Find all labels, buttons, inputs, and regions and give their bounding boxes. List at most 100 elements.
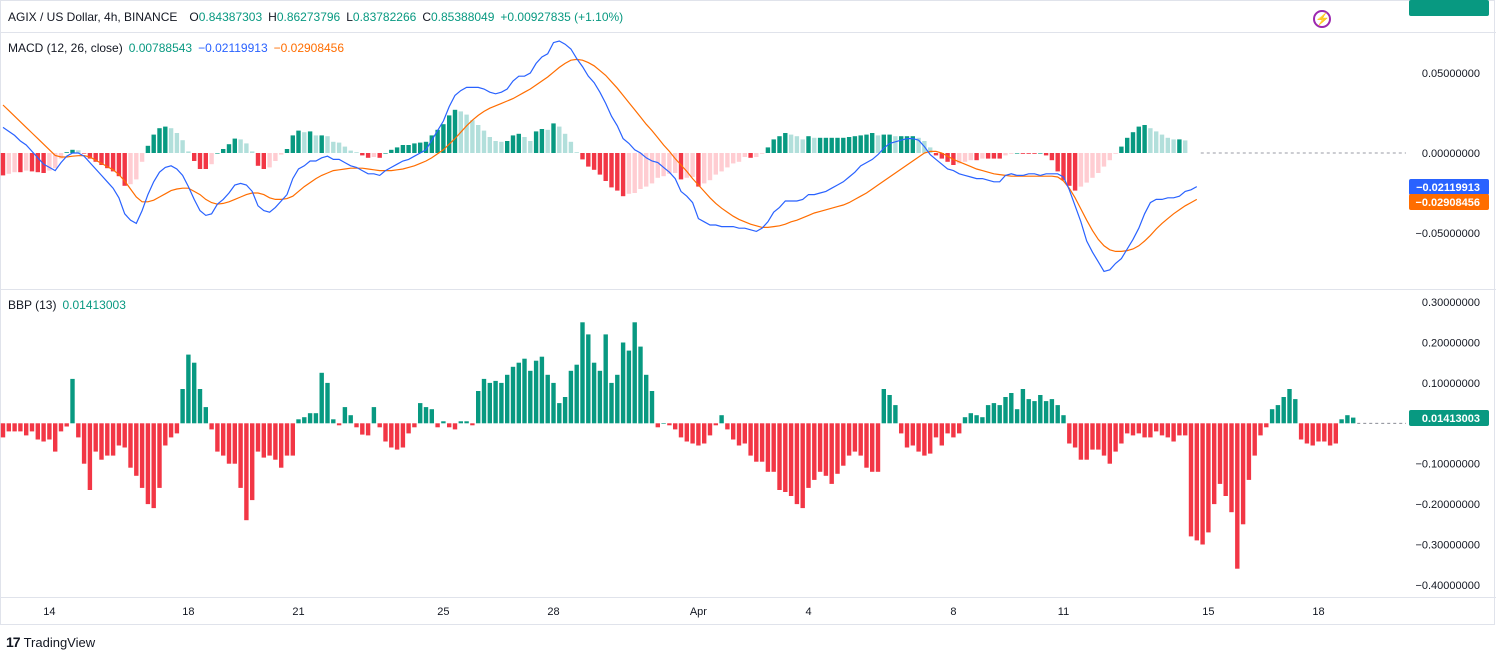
macd-histogram-bar	[528, 141, 533, 153]
macd-histogram-bar	[406, 145, 411, 153]
bbp-bar	[1223, 423, 1228, 496]
bbp-bar	[1217, 423, 1223, 484]
symbol-title[interactable]: AGIX / US Dollar, 4h, BINANCE	[8, 10, 178, 24]
bbp-bar	[319, 372, 324, 424]
time-axis[interactable]: 14 18 21 25 28 Apr 4 8 11 15 18	[43, 606, 1324, 618]
macd-histogram-bar	[991, 153, 997, 159]
bbp-bar	[1072, 423, 1078, 448]
macd-histogram-bar	[1067, 153, 1072, 186]
macd-histogram-bar	[783, 133, 788, 153]
bbp-bar	[168, 423, 174, 438]
macd-histogram-bar	[742, 153, 747, 157]
bbp-bar	[174, 423, 180, 434]
bbp-bar	[197, 389, 203, 424]
macd-histogram-bar	[1125, 137, 1130, 153]
bbp-bar	[1177, 423, 1182, 436]
bbp-bar	[1188, 423, 1194, 537]
macd-histogram-bar	[516, 133, 521, 153]
bbp-bar	[644, 374, 649, 424]
x-tick-label: 18	[182, 606, 194, 618]
lightning-icon[interactable]: ⚡	[1313, 10, 1331, 28]
bbp-bar	[273, 423, 278, 460]
macd-histogram-bar	[279, 153, 284, 155]
macd-histogram-bar	[29, 153, 35, 172]
macd-histogram-bar	[794, 136, 800, 153]
bbp-bar	[1333, 423, 1338, 444]
bbp-bar	[568, 370, 574, 424]
macd-histogram-bar	[58, 153, 64, 159]
x-tick-label: 28	[547, 606, 559, 618]
bbp-bar	[250, 423, 255, 501]
bbp-bar	[522, 358, 527, 424]
macd-histogram-bar	[447, 115, 452, 153]
macd-histogram-bar	[620, 153, 626, 197]
macd-histogram-bar	[41, 153, 46, 173]
chart-border	[0, 0, 1495, 625]
macd-histogram-bar	[707, 153, 713, 181]
bbp-bar	[371, 407, 377, 424]
tradingview-brand[interactable]: 17 TradingView	[6, 634, 95, 650]
x-tick-label: 14	[43, 606, 55, 618]
bbp-bar	[163, 423, 168, 446]
bbp-bar	[24, 423, 29, 436]
macd-histogram-bar	[238, 139, 243, 153]
macd-histogram-bar	[284, 149, 290, 153]
bbp-bar	[748, 423, 753, 456]
bbp-bar	[458, 421, 463, 424]
macd-histogram-bar	[962, 153, 968, 162]
macd-histogram-bar	[226, 144, 232, 153]
bbp-bar	[881, 389, 886, 424]
bbp-bar	[1154, 423, 1159, 432]
bbp-bar	[1078, 423, 1084, 460]
macd-histogram-value: 0.00788543	[128, 41, 193, 55]
bbp-bar	[99, 423, 104, 460]
macd-histogram-bar	[1119, 146, 1124, 153]
macd-histogram-bar	[163, 126, 168, 153]
open-label: O	[189, 10, 199, 24]
macd-histogram-bar	[684, 153, 689, 178]
bbp-bar	[939, 423, 944, 446]
macd-histogram-bar	[1130, 132, 1136, 153]
bbp-bar	[87, 423, 93, 490]
bbp-bar	[180, 389, 185, 424]
bbp-bar	[1345, 415, 1350, 424]
macd-histogram-bar	[423, 141, 429, 153]
bbp-bar	[829, 423, 834, 484]
bbp-bar	[134, 423, 139, 476]
bbp-y-tick-label: −0.10000000	[1415, 459, 1480, 471]
bbp-bars	[0, 322, 1406, 569]
bbp-bar	[1026, 399, 1031, 424]
macd-histogram-bar	[1101, 153, 1107, 167]
macd-histogram-bar	[661, 153, 666, 177]
macd-y-tick-label: 0.05000000	[1422, 68, 1480, 80]
bbp-bar	[476, 391, 481, 424]
bbp-bar	[441, 421, 446, 424]
bbp-bar	[754, 423, 759, 462]
bbp-bar	[1142, 423, 1147, 438]
macd-histogram-bar	[87, 153, 93, 159]
signal-line	[2, 58, 1198, 252]
bbp-bar	[296, 419, 301, 424]
price-axis[interactable]: 0.05000000 0.00000000 −0.05000000 0.3000000…	[1409, 0, 1489, 592]
macd-histogram-bar	[945, 153, 950, 162]
macd-histogram-bar	[412, 143, 417, 153]
macd-histogram-bar	[302, 132, 307, 153]
macd-histogram-bar	[476, 125, 481, 153]
macd-histogram-bar	[771, 139, 776, 153]
macd-histogram-bar	[638, 153, 643, 189]
macd-histogram-bar	[151, 134, 156, 153]
bbp-legend[interactable]: BBP (13) 0.01413003	[8, 298, 126, 312]
bbp-bar	[452, 423, 458, 430]
macd-legend[interactable]: MACD (12, 26, close) 0.00788543 −0.02119…	[8, 41, 344, 55]
bbp-bar	[302, 417, 307, 424]
macd-line-badge-bg	[1409, 179, 1489, 195]
bbp-y-tick-label: 0.20000000	[1422, 338, 1480, 350]
bbp-bar	[122, 423, 127, 448]
bbp-bar	[551, 382, 556, 424]
bbp-bar	[933, 423, 939, 438]
bbp-bar	[910, 423, 915, 446]
bbp-bar	[47, 423, 52, 440]
bbp-bar	[1136, 423, 1141, 434]
bbp-bar	[499, 382, 504, 424]
close-label: C	[422, 10, 431, 24]
